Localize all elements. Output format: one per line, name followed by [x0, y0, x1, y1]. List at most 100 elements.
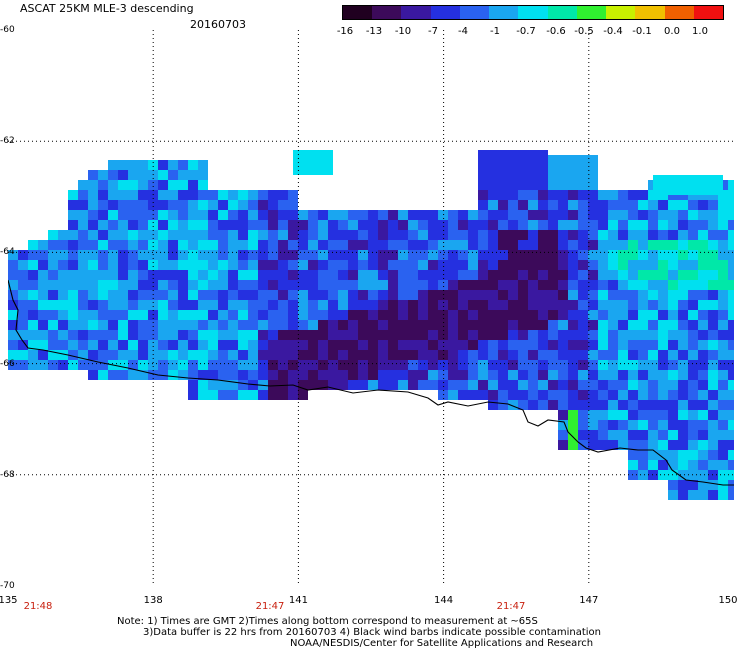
wind-cell — [278, 200, 288, 210]
wind-cell — [328, 290, 338, 300]
wind-cell — [488, 250, 498, 260]
wind-cell — [358, 250, 368, 260]
wind-cell — [568, 220, 578, 230]
wind-cell — [128, 200, 138, 210]
wind-cell — [678, 340, 688, 350]
wind-cell — [208, 220, 218, 230]
wind-cell — [368, 210, 378, 220]
wind-cell — [408, 240, 418, 250]
wind-cell — [648, 270, 658, 280]
wind-cell — [28, 240, 38, 250]
wind-cell — [678, 480, 688, 490]
wind-cell — [48, 320, 58, 330]
wind-cell — [218, 350, 228, 360]
wind-cell — [138, 170, 148, 180]
wind-cell — [548, 340, 558, 350]
wind-cell — [448, 270, 458, 280]
wind-cell — [468, 240, 478, 250]
wind-cell — [28, 260, 38, 270]
wind-cell — [238, 240, 248, 250]
wind-cell — [578, 330, 588, 340]
wind-cell — [428, 300, 438, 310]
wind-cell — [428, 280, 438, 290]
wind-cell — [208, 360, 218, 370]
wind-cell — [398, 220, 408, 230]
wind-cell — [58, 260, 68, 270]
wind-cell — [218, 380, 228, 390]
wind-cell — [148, 240, 158, 250]
wind-cell — [528, 190, 538, 200]
wind-cell — [698, 330, 708, 340]
wind-cell — [338, 320, 348, 330]
wind-cell — [198, 210, 208, 220]
wind-cell — [228, 200, 238, 210]
wind-cell — [108, 370, 118, 380]
wind-cell — [458, 320, 468, 330]
wind-cell — [328, 230, 338, 240]
wind-cell — [288, 270, 298, 280]
legend-swatch — [693, 6, 724, 19]
wind-cell — [18, 270, 28, 280]
wind-cell — [558, 380, 568, 390]
wind-cell — [628, 220, 638, 230]
wind-cell — [88, 290, 98, 300]
wind-cell — [668, 320, 678, 330]
wind-cell — [188, 210, 198, 220]
wind-cell — [478, 320, 488, 330]
wind-cell — [628, 250, 638, 260]
wind-cell — [688, 340, 698, 350]
wind-cell — [228, 260, 238, 270]
color-legend-bar — [342, 5, 724, 20]
wind-cell — [568, 430, 578, 440]
wind-cell — [398, 330, 408, 340]
antarctic-coastline — [8, 279, 734, 486]
wind-cell — [588, 240, 598, 250]
wind-cell — [18, 290, 28, 300]
wind-cell — [18, 300, 28, 310]
wind-cell — [168, 290, 178, 300]
wind-cell — [708, 260, 718, 270]
wind-cell — [368, 370, 378, 380]
legend-label: -0.5 — [574, 26, 594, 37]
wind-cell — [218, 220, 228, 230]
wind-cell — [538, 360, 548, 370]
wind-cell — [468, 310, 478, 320]
wind-cell — [318, 350, 328, 360]
wind-cell — [258, 210, 268, 220]
wind-cell — [558, 440, 568, 450]
wind-cell — [698, 340, 708, 350]
wind-cell — [658, 290, 668, 300]
wind-cell — [58, 330, 68, 340]
wind-cell — [48, 340, 58, 350]
wind-cell — [458, 380, 468, 390]
wind-cell — [558, 370, 568, 380]
wind-cell — [258, 300, 268, 310]
wind-cell — [558, 210, 568, 220]
wind-cell — [158, 220, 168, 230]
wind-cell — [338, 280, 348, 290]
wind-cell — [678, 420, 688, 430]
wind-cell — [578, 380, 588, 390]
wind-cell — [708, 330, 718, 340]
wind-cell — [318, 330, 328, 340]
wind-cell — [618, 380, 628, 390]
wind-cell — [188, 240, 198, 250]
wind-cell — [348, 210, 358, 220]
wind-cell — [338, 210, 348, 220]
wind-cell — [538, 350, 548, 360]
wind-cell — [518, 330, 528, 340]
wind-cell — [538, 190, 548, 200]
wind-cell — [288, 370, 298, 380]
wind-cell — [118, 190, 128, 200]
wind-cell — [518, 290, 528, 300]
wind-cell — [518, 250, 528, 260]
wind-cell — [708, 450, 718, 460]
wind-cell — [688, 450, 698, 460]
wind-cell — [418, 280, 428, 290]
wind-cell — [188, 250, 198, 260]
wind-cell — [118, 370, 128, 380]
wind-cell — [548, 370, 558, 380]
wind-cell — [248, 260, 258, 270]
wind-cell — [478, 230, 488, 240]
wind-cell — [178, 190, 188, 200]
